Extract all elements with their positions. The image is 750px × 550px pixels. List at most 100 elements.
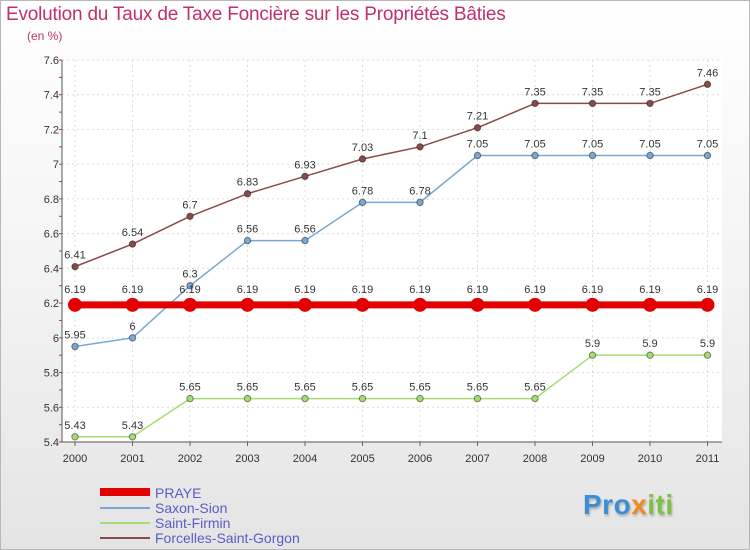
data-point-forcelles-saint-gorgon (588, 99, 597, 108)
data-label-saint-firmin: 5.65 (524, 382, 545, 394)
data-label-praye: 6.19 (467, 284, 488, 296)
data-point-saxon-sion (416, 198, 424, 207)
data-label-saint-firmin: 5.65 (179, 382, 200, 394)
legend-swatch-saxon-sion (100, 507, 150, 509)
data-label-praye: 6.19 (409, 284, 430, 296)
y-tick-label: 6.4 (44, 263, 59, 275)
y-tick-label: 7.2 (44, 124, 59, 136)
y-tick-label: 6.8 (44, 194, 59, 206)
data-point-forcelles-saint-gorgon (186, 212, 194, 220)
proxiti-logo: Proxiti (583, 489, 674, 521)
data-label-forcelles-saint-gorgon: 7.35 (582, 86, 603, 98)
data-label-saxon-sion: 7.05 (582, 139, 603, 151)
legend-label-saint-firmin: Saint-Firmin (155, 515, 231, 531)
data-point-forcelles-saint-gorgon (703, 80, 712, 89)
data-point-saint-firmin (703, 351, 712, 359)
data-label-saxon-sion: 5.95 (64, 330, 85, 342)
data-point-praye (125, 297, 140, 312)
data-point-forcelles-saint-gorgon (416, 143, 424, 151)
data-point-praye (183, 297, 197, 312)
data-point-saint-firmin (243, 394, 252, 403)
data-point-praye (68, 297, 82, 312)
data-point-forcelles-saint-gorgon (531, 99, 539, 108)
data-label-forcelles-saint-gorgon: 7.03 (352, 142, 373, 154)
data-label-saint-firmin: 5.43 (122, 420, 143, 432)
x-tick-label: 2010 (638, 453, 662, 465)
x-tick-label: 2006 (408, 453, 432, 465)
data-point-saxon-sion (588, 151, 597, 160)
data-label-saxon-sion: 6.56 (237, 224, 258, 236)
data-label-praye: 6.19 (179, 284, 200, 296)
series-line-saxon-sion (74, 154, 708, 348)
y-tick-label: 7.4 (44, 90, 59, 102)
data-label-praye: 6.19 (582, 284, 603, 296)
data-point-saxon-sion (531, 151, 539, 160)
logo-part-2: x (631, 489, 648, 520)
data-label-saxon-sion: 6 (129, 321, 135, 333)
data-label-saint-firmin: 5.9 (700, 338, 715, 350)
series-line-saint-firmin (75, 354, 708, 438)
chart-title: Evolution du Taux de Taxe Foncière sur l… (6, 4, 506, 25)
data-label-forcelles-saint-gorgon: 6.41 (64, 250, 85, 262)
y-tick-label: 6 (53, 333, 59, 345)
data-label-forcelles-saint-gorgon: 6.83 (237, 177, 258, 189)
data-point-saxon-sion (301, 236, 309, 245)
data-point-saxon-sion (646, 151, 654, 160)
data-label-saint-firmin: 5.43 (64, 420, 85, 432)
y-tick-label: 5.8 (44, 368, 59, 380)
data-label-saint-firmin: 5.65 (294, 382, 315, 394)
data-label-saxon-sion: 7.05 (467, 139, 488, 151)
data-label-forcelles-saint-gorgon: 6.54 (122, 227, 143, 239)
data-point-saint-firmin (588, 351, 597, 359)
data-label-saint-firmin: 5.9 (642, 338, 657, 350)
legend-label-praye: PRAYE (155, 485, 202, 501)
data-label-saxon-sion: 6.78 (352, 185, 373, 197)
data-label-saint-firmin: 5.65 (467, 382, 488, 394)
legend-label-saxon-sion: Saxon-Sion (155, 500, 228, 516)
data-label-forcelles-saint-gorgon: 7.21 (467, 111, 488, 123)
data-point-forcelles-saint-gorgon (71, 262, 79, 271)
legend-swatch-praye (100, 488, 150, 496)
data-point-saxon-sion (128, 334, 137, 342)
data-point-saint-firmin (531, 394, 539, 403)
data-point-saxon-sion (703, 151, 712, 160)
data-point-saint-firmin (473, 394, 482, 403)
x-tick-label: 2003 (235, 453, 259, 465)
data-point-praye (528, 297, 542, 312)
data-point-forcelles-saint-gorgon (473, 124, 482, 132)
data-point-saxon-sion (186, 282, 194, 290)
data-point-praye (355, 297, 370, 312)
data-label-saxon-sion: 6.3 (182, 269, 197, 281)
data-point-saint-firmin (416, 394, 424, 403)
data-point-saxon-sion (473, 151, 482, 160)
data-point-saint-firmin (358, 394, 367, 403)
data-label-forcelles-saint-gorgon: 7.46 (697, 67, 718, 79)
data-label-forcelles-saint-gorgon: 6.93 (294, 159, 315, 171)
data-point-saint-firmin (186, 394, 194, 403)
data-point-saxon-sion (243, 236, 252, 245)
legend-swatch-saint-firmin (100, 522, 150, 524)
x-tick-label: 2004 (293, 453, 317, 465)
data-point-praye (643, 297, 657, 312)
data-label-saxon-sion: 7.05 (639, 139, 660, 151)
data-label-saint-firmin: 5.9 (585, 338, 600, 350)
x-tick-label: 2001 (120, 453, 144, 465)
data-label-praye: 6.19 (294, 284, 315, 296)
data-label-forcelles-saint-gorgon: 7.35 (524, 86, 545, 98)
data-point-forcelles-saint-gorgon (128, 240, 137, 248)
logo-part-1: Pro (583, 489, 632, 520)
data-label-praye: 6.19 (524, 284, 545, 296)
data-point-saxon-sion (71, 342, 79, 351)
plot-area (62, 60, 722, 442)
x-tick-label: 2008 (523, 453, 547, 465)
x-tick-label: 2005 (350, 453, 374, 465)
y-tick-label: 7 (53, 159, 59, 171)
legend-swatch-forcelles-saint-gorgon (100, 537, 150, 539)
data-label-forcelles-saint-gorgon: 7.1 (412, 130, 427, 142)
data-point-praye (298, 297, 312, 312)
data-label-praye: 6.19 (352, 284, 373, 296)
data-label-praye: 6.19 (697, 284, 718, 296)
data-label-saxon-sion: 7.05 (524, 139, 545, 151)
data-label-forcelles-saint-gorgon: 6.7 (182, 199, 197, 211)
